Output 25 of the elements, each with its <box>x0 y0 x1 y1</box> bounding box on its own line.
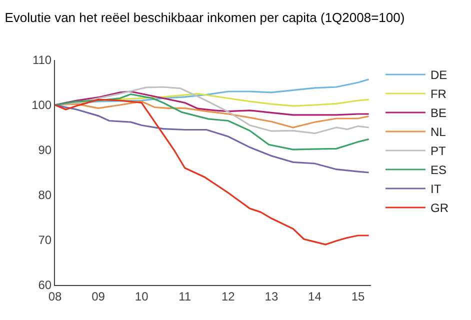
line-series <box>55 93 370 150</box>
legend-label: PT <box>430 144 446 158</box>
y-tick-label: 70 <box>38 233 52 248</box>
chart-title: Evolutie van het reëel beschikbaar inkomen per capita (1Q2008=100) <box>4 10 405 25</box>
x-tick-label: 15 <box>351 289 366 304</box>
x-tick-label: 12 <box>221 289 236 304</box>
x-tick-label: 10 <box>134 289 149 304</box>
y-tick-label: 100 <box>32 98 52 112</box>
x-tick-label: 11 <box>178 289 192 304</box>
legend-label: BE <box>430 106 446 120</box>
y-tick-label: 80 <box>38 188 52 202</box>
x-tick-label: 13 <box>264 289 278 304</box>
y-tick-label: 110 <box>32 53 52 68</box>
line-series <box>55 104 370 174</box>
legend-label: DE <box>430 68 448 82</box>
legend-label: NL <box>430 125 446 140</box>
line-series <box>55 98 370 246</box>
line-series <box>55 90 370 116</box>
legend-label: FR <box>430 87 447 102</box>
y-tick-label: 90 <box>38 143 52 158</box>
legend-label: IT <box>430 182 442 196</box>
x-tick-label: 14 <box>308 289 322 304</box>
x-tick-label: 09 <box>92 289 106 304</box>
legend-label: GR <box>430 201 449 216</box>
legend-label: ES <box>430 163 446 178</box>
